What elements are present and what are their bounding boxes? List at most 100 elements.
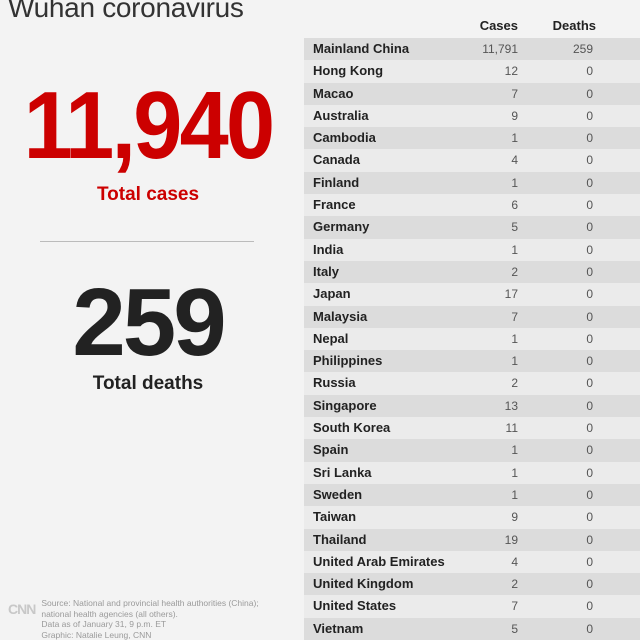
deaths-value: 0 <box>586 220 593 235</box>
deaths-value: 0 <box>586 443 593 458</box>
source-line: Source: National and provincial health a… <box>41 598 259 608</box>
cases-value: 2 <box>511 376 518 391</box>
country-name: Thailand <box>313 531 367 547</box>
cases-value: 9 <box>511 510 518 525</box>
cases-value: 1 <box>511 354 518 369</box>
table-row: Taiwan 9 0 <box>304 506 640 529</box>
country-name: Singapore <box>313 397 377 413</box>
table-row: Cambodia 1 0 <box>304 127 640 150</box>
cases-value: 1 <box>511 487 518 502</box>
cases-value: 9 <box>511 108 518 123</box>
deaths-value: 0 <box>586 198 593 213</box>
cases-value: 2 <box>511 577 518 592</box>
deaths-value: 0 <box>586 510 593 525</box>
total-deaths-label: Total deaths <box>92 373 204 394</box>
cnn-logo: CNN <box>8 601 36 617</box>
country-name: Malaysia <box>313 308 368 324</box>
deaths-value: 0 <box>586 86 593 101</box>
deaths-value: 0 <box>586 599 593 614</box>
country-name: Sri Lanka <box>313 464 372 480</box>
country-name: Vietnam <box>313 620 364 636</box>
table-row: Japan 17 0 <box>304 283 640 306</box>
country-name: France <box>313 197 356 213</box>
country-name: India <box>313 241 344 257</box>
cases-value: 12 <box>504 64 518 79</box>
cases-value: 4 <box>511 554 518 569</box>
deaths-value: 0 <box>586 264 593 279</box>
table-row: Vietnam 5 0 <box>304 617 640 640</box>
table-row: France 6 0 <box>304 194 640 217</box>
table-row: India 1 0 <box>304 238 640 261</box>
deaths-value: 0 <box>586 532 593 547</box>
deaths-value: 0 <box>586 421 593 436</box>
deaths-value: 0 <box>586 465 593 480</box>
cases-value: 1 <box>511 131 518 146</box>
deaths-value: 0 <box>586 376 593 391</box>
table-row: Hong Kong 12 0 <box>304 60 640 83</box>
country-name: Taiwan <box>313 509 357 525</box>
page-title: Wuhan coronavirus <box>8 0 244 23</box>
footer: CNN Source: National and provincial heal… <box>8 598 281 640</box>
cases-value: 19 <box>504 532 518 547</box>
table-row: Sri Lanka 1 0 <box>304 461 640 484</box>
cases-value: 7 <box>511 309 518 324</box>
source-line: Graphic: Natalie Leung, CNN <box>41 629 152 640</box>
table-row: Mainland China 11,791 259 <box>304 38 640 61</box>
table-row: Australia 9 0 <box>304 104 640 128</box>
table-row: Sweden 1 0 <box>304 483 640 507</box>
table-row: United Kingdom 2 0 <box>304 573 640 596</box>
cases-value: 1 <box>511 443 518 458</box>
country-name: Hong Kong <box>313 63 384 79</box>
deaths-value: 0 <box>586 487 593 502</box>
deaths-value: 0 <box>586 64 593 79</box>
source-note: Source: National and provincial health a… <box>41 598 281 640</box>
deaths-value: 0 <box>586 554 593 569</box>
table-row: Nepal 1 0 <box>304 327 640 351</box>
table-row: United States 7 0 <box>304 595 640 618</box>
country-name: Philippines <box>313 353 383 369</box>
table-row: Thailand 19 0 <box>304 528 640 551</box>
total-cases-label: Total cases <box>96 184 200 205</box>
cases-value: 1 <box>511 175 518 190</box>
country-name: United Arab Emirates <box>313 553 445 569</box>
country-name: Sweden <box>313 486 363 502</box>
summary-divider <box>40 241 254 242</box>
table-row: Malaysia 7 0 <box>304 305 640 328</box>
deaths-value: 0 <box>586 175 593 190</box>
country-name: Mainland China <box>313 41 410 56</box>
country-name: Russia <box>313 375 356 391</box>
deaths-value: 0 <box>586 287 593 302</box>
table-row: Macao 7 0 <box>304 82 640 105</box>
country-name: Spain <box>313 442 349 458</box>
deaths-value: 0 <box>586 309 593 324</box>
table-row: Spain 1 0 <box>304 439 640 462</box>
cases-value: 6 <box>511 198 518 213</box>
cases-value: 13 <box>504 398 518 413</box>
table-row: Italy 2 0 <box>304 260 640 284</box>
country-name: Nepal <box>313 330 349 346</box>
source-line: national health agencies (all others). <box>41 608 178 619</box>
column-header-deaths: Deaths <box>552 18 596 33</box>
deaths-value: 0 <box>586 153 593 168</box>
country-table: Mainland China 11,791 259 Hong Kong 12 0 Macao… <box>304 38 640 640</box>
deaths-value: 0 <box>586 242 593 257</box>
cases-value: 5 <box>511 220 518 235</box>
cases-value: 4 <box>511 153 518 168</box>
country-name: Finland <box>313 174 360 190</box>
total-cases-value: 11,940 <box>23 72 275 179</box>
cases-value: 11,791 <box>482 42 518 56</box>
country-name: Cambodia <box>313 130 376 146</box>
table-row: Philippines 1 0 <box>304 350 640 373</box>
total-deaths-value: 259 <box>72 269 226 376</box>
source-line: Data as of January 31, 9 p.m. ET <box>41 619 167 629</box>
cases-value: 1 <box>511 242 518 257</box>
country-name: Canada <box>313 152 360 168</box>
deaths-value: 0 <box>586 108 593 123</box>
deaths-value: 259 <box>572 42 593 56</box>
country-name: Italy <box>313 263 340 279</box>
table-row: Russia 2 0 <box>304 372 640 395</box>
table-row: Germany 5 0 <box>304 216 640 239</box>
cases-value: 17 <box>504 287 518 302</box>
country-name: Macao <box>313 85 354 101</box>
cases-value: 2 <box>511 264 518 279</box>
